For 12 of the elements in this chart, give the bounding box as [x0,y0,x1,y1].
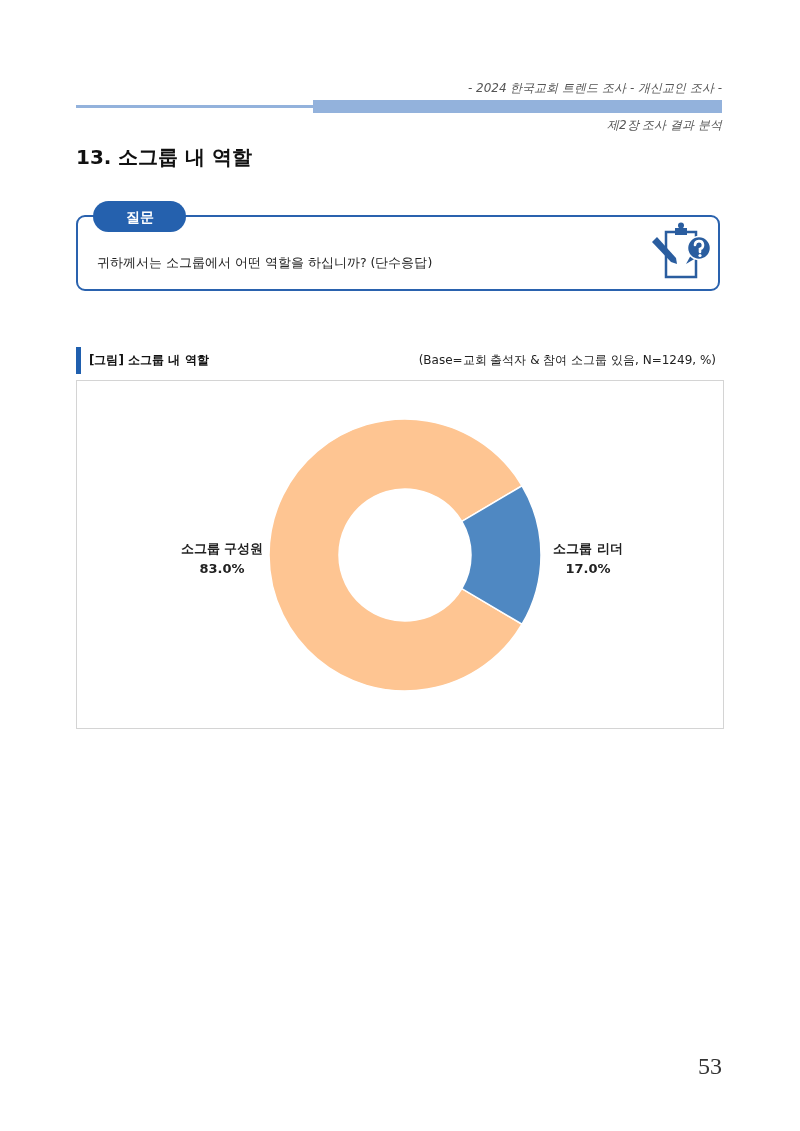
data-label: 17.0% [565,561,611,576]
chart-subtitle: (Base=교회 출석자 & 참여 소그룹 있음, N=1249, %) [418,353,716,367]
chart-title: [그림] 소그룹 내 역할 [89,353,209,367]
text: 귀하께서는 소그룹에서 어떤 역할을 하십니까? (단수응답) [97,255,433,270]
text: 질문 [125,207,154,226]
text: 제2장 조사 결과 분석 [606,118,722,132]
text: 53 [698,1053,722,1079]
data-label: 83.0% [199,561,245,576]
slice-label: 소그룹 리더 [553,541,623,556]
slice-label: 소그룹 구성원 [180,541,264,556]
text: 13. 소그룹 내 역할 [76,145,253,169]
text: - 2024 한국교회 트렌드 조사 - 개신교인 조사 - [467,81,722,95]
